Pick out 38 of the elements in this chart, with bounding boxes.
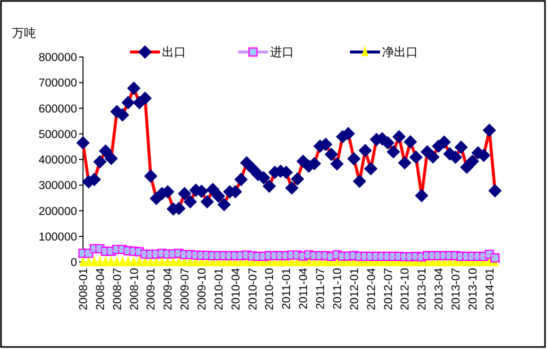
legend-label: 出口 — [162, 45, 186, 60]
x-tick-label: 2009-01 — [146, 268, 158, 310]
x-tick-label: 2010-04 — [230, 267, 242, 310]
x-tick-label: 2011-10 — [332, 268, 344, 310]
y-tick-label: 600000 — [38, 103, 77, 116]
x-tick-label: 2013-04 — [434, 267, 446, 310]
x-tick-label: 2008-04 — [94, 267, 107, 310]
x-tick-label: 2010-01 — [213, 268, 226, 310]
y-tick-label: 400000 — [38, 154, 77, 167]
x-tick-label: 2013-10 — [467, 268, 480, 310]
x-tick-label: 2014-01 — [484, 268, 496, 310]
x-tick-label: 2010-10 — [264, 268, 276, 310]
x-tick-label: 2008-01 — [78, 268, 90, 310]
legend-label: 进口 — [270, 45, 294, 60]
x-tick-label: 2011-04 — [298, 267, 310, 310]
x-tick-label: 2008-07 — [112, 268, 124, 310]
x-tick-label: 2012-10 — [400, 268, 412, 310]
y-tick-label: 500000 — [38, 128, 77, 141]
y-axis-title: 万吨 — [12, 26, 36, 40]
y-tick-label: 200000 — [38, 206, 77, 218]
y-tick-label: 700000 — [38, 78, 77, 90]
x-tick-label: 2010-07 — [247, 268, 260, 310]
y-tick-label: 0 — [70, 257, 77, 270]
x-tick-label: 2012-07 — [382, 268, 395, 310]
x-tick-label: 2012-04 — [366, 267, 378, 310]
y-tick-label: 300000 — [38, 180, 77, 192]
x-tick-label: 2011-01 — [281, 268, 294, 310]
x-tick-label: 2009-10 — [196, 268, 209, 310]
x-tick-label: 2013-01 — [416, 268, 429, 310]
y-tick-label: 800000 — [38, 52, 77, 64]
x-tick-label: 2012-01 — [348, 268, 361, 310]
legend-label: 净出口 — [382, 45, 418, 60]
x-tick-label: 2009-04 — [162, 267, 175, 310]
x-tick-label: 2013-07 — [450, 268, 462, 310]
x-tick-label: 2008-10 — [128, 268, 141, 310]
x-tick-label: 2009-07 — [180, 268, 192, 310]
x-tick-label: 2011-07 — [315, 268, 328, 310]
y-tick-label: 100000 — [38, 231, 77, 244]
